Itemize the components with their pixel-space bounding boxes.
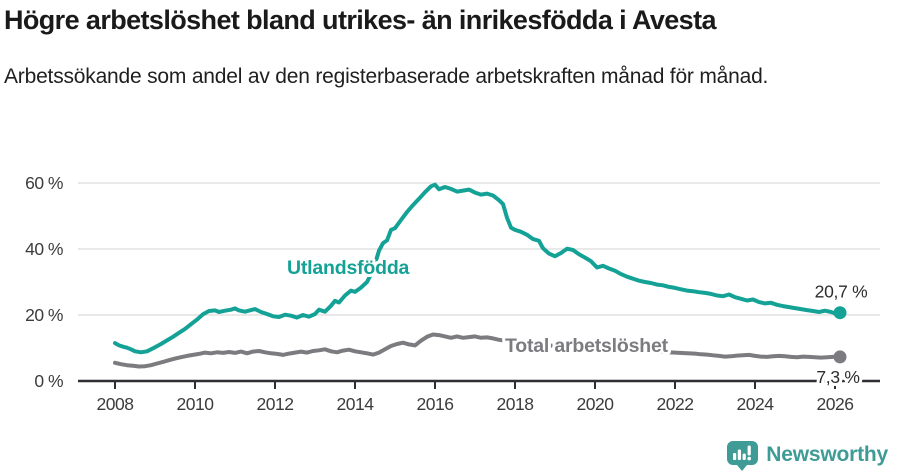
x-tick-label: 2026: [817, 394, 854, 414]
x-tick-label: 2014: [337, 394, 375, 414]
series-label-total: Total arbetslöshet: [505, 335, 669, 357]
y-tick-label: 40 %: [25, 239, 63, 259]
series-line-total: [113, 332, 842, 369]
series-line-utlandsfodda: [113, 182, 842, 355]
end-value-label-utlandsfodda: 20,7 %: [815, 282, 868, 302]
brand-name: Newsworthy: [766, 443, 888, 466]
chart-svg: 0 % 20 % 40 % 60 % 2008 2010 2012 2014 2016 2018 2…: [25, 173, 880, 414]
newsworthy-logo-icon: [726, 440, 759, 471]
end-value-label-total: 7,3 %: [816, 367, 859, 387]
x-tick-label: 2022: [657, 394, 694, 414]
end-dot-total: [833, 350, 847, 364]
x-tick-label: 2018: [497, 394, 534, 414]
footer: Newsworthy: [726, 439, 888, 471]
x-tick-label: 2010: [177, 394, 215, 414]
page-title: Högre arbetslöshet bland utrikes- än inr…: [4, 5, 717, 35]
x-tick-label: 2016: [417, 394, 454, 414]
series-label-utlandsfodda: Utlandsfödda: [287, 257, 410, 279]
line-chart: 0 % 20 % 40 % 60 % 2008 2010 2012 2014 2016 2018 2…: [0, 150, 900, 462]
x-tick-label: 2008: [97, 394, 134, 414]
x-tick-label: 2020: [577, 394, 615, 414]
y-tick-label: 60 %: [25, 173, 63, 193]
end-dot-utlandsfodda: [833, 306, 847, 320]
x-tick-label: 2012: [257, 394, 294, 414]
x-tick-label: 2024: [737, 394, 775, 414]
page-subtitle: Arbetssökande som andel av den registerb…: [4, 65, 769, 88]
y-tick-label: 20 %: [25, 305, 63, 325]
y-tick-label: 0 %: [34, 371, 63, 391]
